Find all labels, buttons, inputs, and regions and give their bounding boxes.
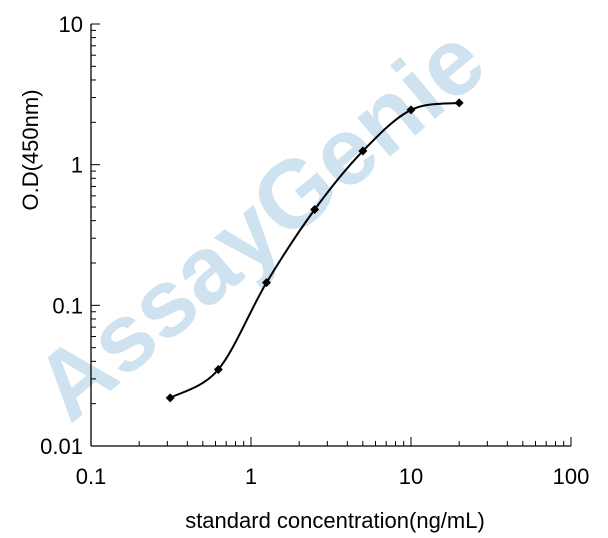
axes [90, 24, 571, 447]
x-tick-label: 10 [399, 464, 423, 489]
x-tick-label: 1 [245, 464, 257, 489]
data-point [310, 205, 320, 215]
series-layer [165, 98, 464, 403]
y-tick-label: 0.1 [52, 293, 83, 318]
data-point [213, 364, 223, 374]
data-point [358, 146, 368, 156]
watermark-text: AssayGenie [15, 6, 505, 441]
y-tick-label: 0.01 [40, 434, 83, 459]
watermark: AssayGenie [15, 6, 505, 441]
data-point [454, 98, 464, 108]
tick-labels: 0.1 1 10 100 0.01 0.1 1 10 [40, 12, 589, 489]
data-point [262, 278, 272, 288]
data-point [165, 393, 175, 403]
y-tick-label: 1 [71, 153, 83, 178]
x-axis-title: standard concentration(ng/mL) [185, 508, 485, 533]
y-axis-title: O.D(450nm) [18, 89, 43, 210]
y-tick-label: 10 [59, 12, 83, 37]
data-point [406, 105, 416, 115]
x-tick-label: 100 [553, 464, 590, 489]
x-tick-label: 0.1 [76, 464, 107, 489]
ticks [90, 23, 572, 447]
